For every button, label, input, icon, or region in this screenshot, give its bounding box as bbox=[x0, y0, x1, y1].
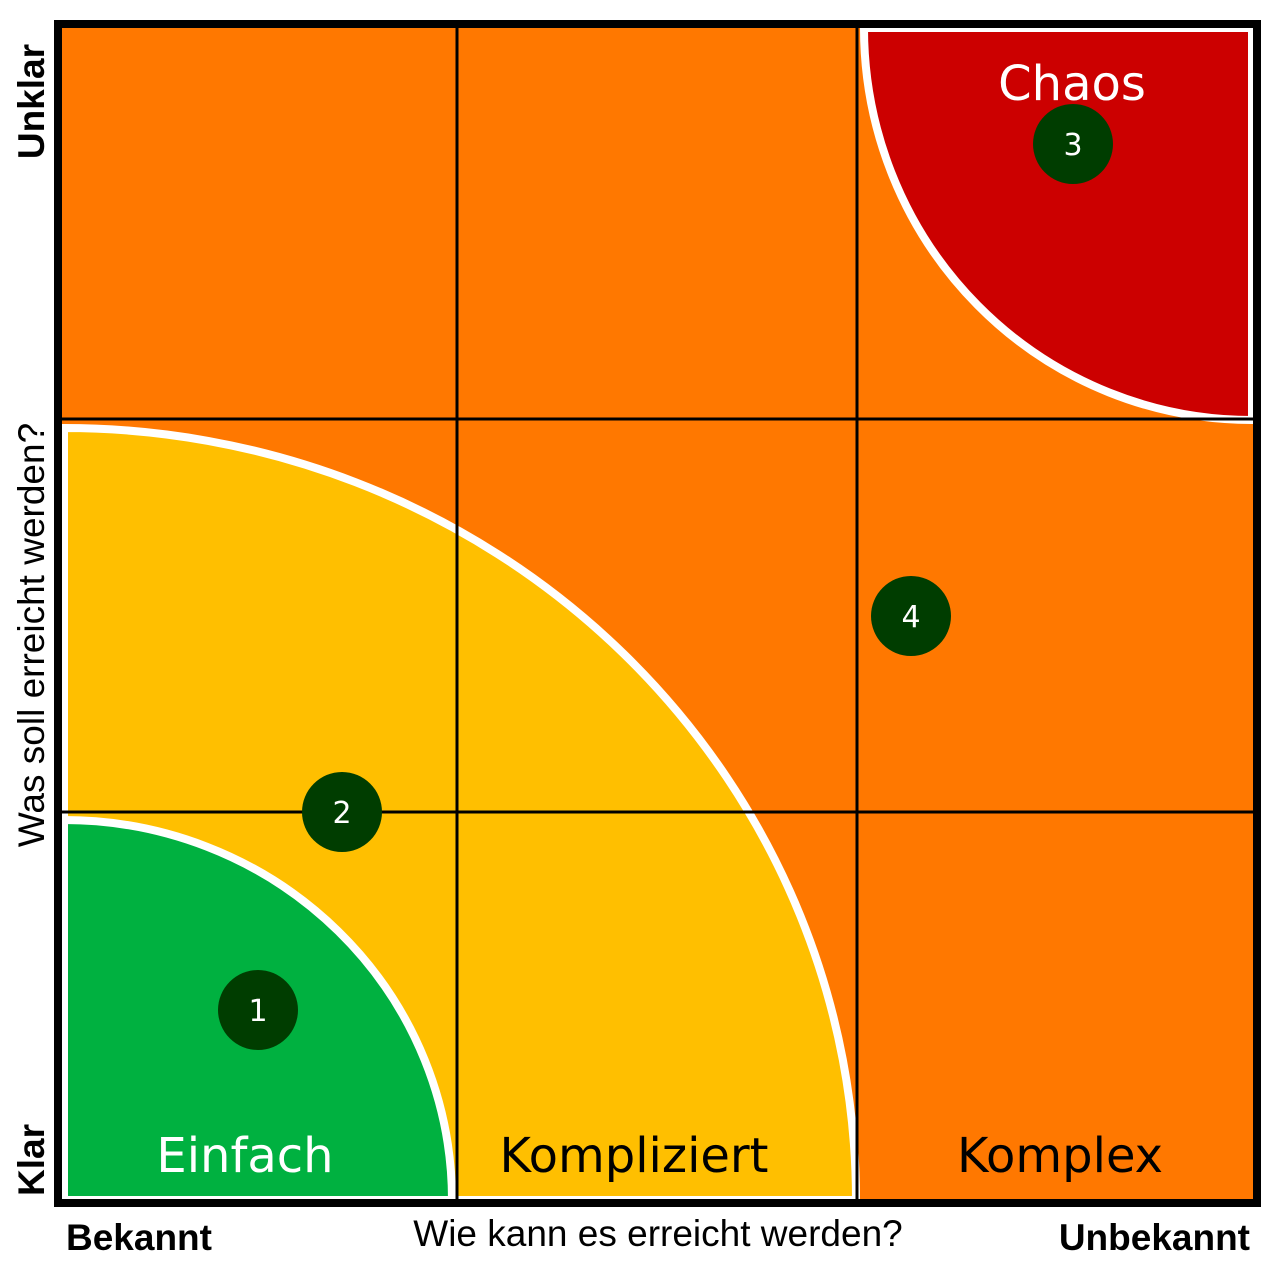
y-axis-low-label: Klar bbox=[11, 1124, 52, 1196]
y-axis-title: Was soll erreicht werden? bbox=[11, 423, 52, 847]
marker-3: 3 bbox=[1033, 104, 1113, 184]
marker-2-label: 2 bbox=[332, 796, 351, 831]
marker-3-label: 3 bbox=[1063, 128, 1082, 163]
x-axis-title: Wie kann es erreicht werden? bbox=[413, 1213, 902, 1254]
marker-1-label: 1 bbox=[248, 994, 267, 1029]
complex-label: Komplex bbox=[957, 1128, 1163, 1184]
grid-lines bbox=[60, 26, 1255, 1201]
x-axis-low-label: Bekannt bbox=[66, 1217, 212, 1258]
matrix-border bbox=[54, 20, 1261, 1207]
y-axis-high-label: Unklar bbox=[11, 44, 52, 159]
marker-2: 2 bbox=[302, 772, 382, 852]
complicated-label: Kompliziert bbox=[500, 1128, 769, 1184]
simple-label: Einfach bbox=[156, 1128, 333, 1184]
marker-4: 4 bbox=[871, 576, 951, 656]
x-axis-high-label: Unbekannt bbox=[1059, 1217, 1250, 1258]
marker-4-label: 4 bbox=[901, 600, 920, 635]
chaos-region bbox=[859, 24, 1256, 425]
marker-1: 1 bbox=[218, 970, 298, 1050]
chaos-label: Chaos bbox=[998, 56, 1146, 112]
